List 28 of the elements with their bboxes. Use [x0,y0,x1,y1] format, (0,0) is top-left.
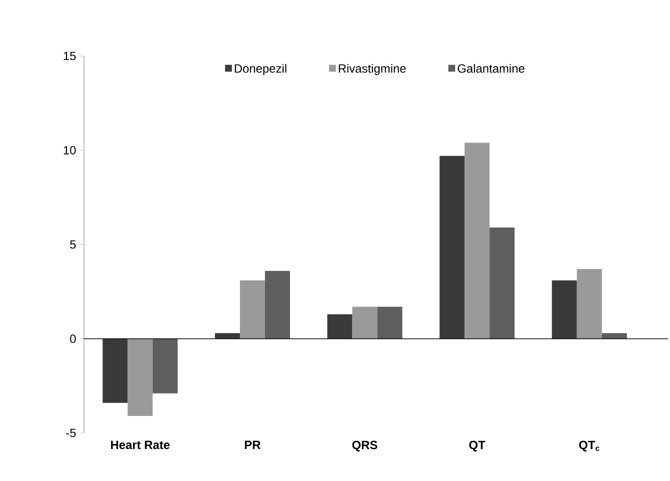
bar [102,338,128,403]
bar [327,314,352,339]
bar [490,228,515,339]
bar [576,269,602,339]
bar [352,306,378,339]
x-tick-label: QT [469,440,486,452]
bar [552,280,577,339]
bar [152,338,178,394]
x-tick-label: QRS [352,440,378,452]
y-tick-label: 5 [70,240,76,249]
bar [264,270,290,339]
y-tick-label: 0 [70,334,76,343]
bar [602,333,627,339]
bar [464,142,490,339]
bar [240,280,265,339]
legend-label: Donepezil [234,64,286,76]
legend-label: Galantamine [458,64,524,73]
bar [214,333,240,339]
bar [377,306,402,339]
x-tick-label: Heart Rate [111,440,170,450]
bar [128,338,153,416]
y-tick-label: 10 [64,146,76,154]
y-tick-label: -5 [66,428,76,438]
x-tick-label: QT$_{c}$ [579,440,600,452]
bar [440,156,465,339]
x-tick-label: PR [244,440,261,449]
legend-label: Rivastigmine [338,64,406,76]
y-tick-label: 15 [64,52,76,60]
